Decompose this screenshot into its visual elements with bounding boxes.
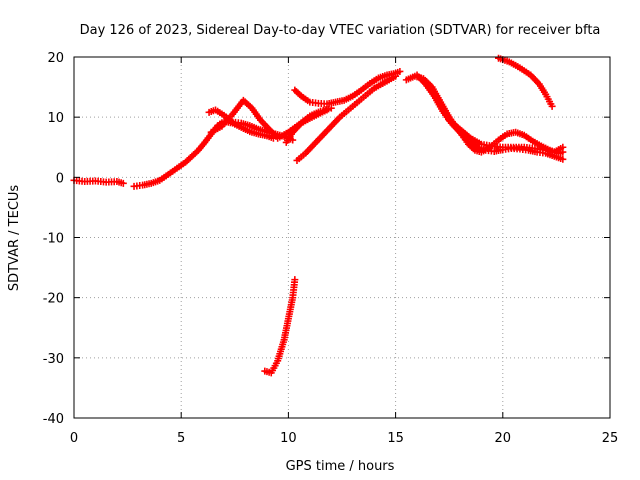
y-tick-label: -20 xyxy=(43,292,64,307)
x-tick-label: 5 xyxy=(177,431,185,446)
x-axis-label: GPS time / hours xyxy=(286,459,395,474)
y-axis-label: SDTVAR / TECUs xyxy=(7,185,22,292)
plot-border xyxy=(73,56,611,419)
data-point-markers xyxy=(293,72,400,164)
data-point-markers xyxy=(261,276,299,377)
y-tick-label: -10 xyxy=(43,232,64,247)
x-tick-label: 20 xyxy=(495,431,512,446)
y-tick-label: 10 xyxy=(47,111,64,126)
data-points xyxy=(70,54,567,377)
axis-ticks: 0 5 10 15 20 25 -40 -30 -20 -10 0 10 20 xyxy=(43,51,619,446)
series-track-10 xyxy=(445,116,567,156)
y-tick-label: 0 xyxy=(56,171,64,186)
series-track-11 xyxy=(495,54,556,110)
data-point-markers xyxy=(445,116,567,156)
data-point-markers xyxy=(495,54,556,110)
data-point-markers xyxy=(282,106,331,146)
x-tick-label: 0 xyxy=(70,431,78,446)
x-tick-label: 25 xyxy=(602,431,619,446)
series-track-6 xyxy=(293,72,400,164)
x-tick-label: 15 xyxy=(387,431,404,446)
series-track-5 xyxy=(291,67,404,108)
series-track-12 xyxy=(261,276,299,377)
chart-title: Day 126 of 2023, Sidereal Day-to-day VTE… xyxy=(80,23,601,38)
x-tick-label: 10 xyxy=(280,431,297,446)
y-tick-label: -30 xyxy=(43,352,64,367)
y-tick-label: -40 xyxy=(43,412,64,427)
y-tick-label: 20 xyxy=(47,51,64,66)
series-track-7 xyxy=(282,106,331,146)
data-point-markers xyxy=(291,67,404,108)
